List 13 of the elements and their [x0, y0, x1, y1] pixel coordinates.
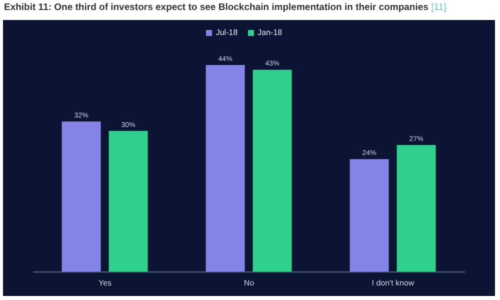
bar	[252, 70, 292, 272]
legend-label: Jul-18	[216, 28, 238, 37]
x-tick-label: I don't know	[372, 278, 414, 288]
x-tick-label: Yes	[98, 278, 112, 288]
text: [11]	[431, 2, 446, 13]
x-tick-label: No	[244, 278, 255, 288]
chart-title: Exhibit 11: One third of investors expect to see Blockchain implementation in their companies	[4, 2, 428, 13]
bar	[62, 121, 101, 272]
bar	[396, 144, 436, 272]
bar	[350, 159, 389, 272]
legend-label: Jan-18	[258, 28, 282, 37]
bar	[108, 130, 148, 272]
bar	[206, 65, 245, 272]
